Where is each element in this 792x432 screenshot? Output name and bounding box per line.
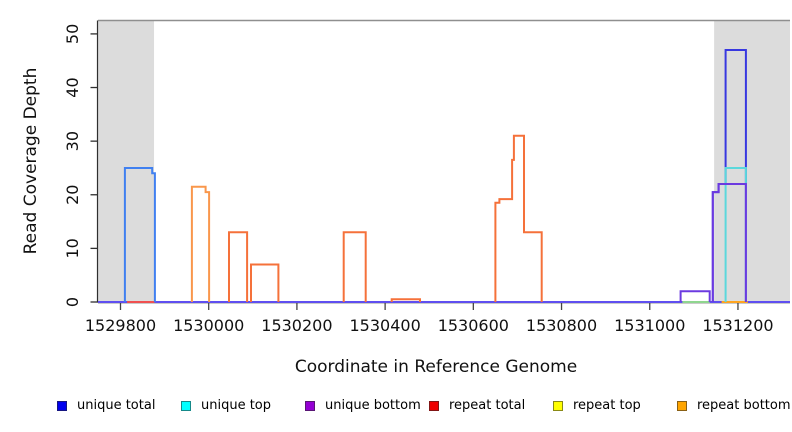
legend-label: repeat total: [449, 398, 526, 413]
x-tick-label: 1530000: [173, 316, 244, 335]
series-unique-bottom-small-box: [679, 290, 711, 302]
x-tick-label: 1530200: [261, 316, 332, 335]
legend-swatch-icon: [57, 401, 67, 411]
y-tick-label: 50: [63, 24, 82, 44]
shaded-region-left: [98, 21, 155, 303]
series-repeat-peak-1: [190, 185, 211, 302]
legend-swatch-icon: [305, 401, 315, 411]
shaded-region-right: [714, 21, 790, 303]
legend-item-unique-top: unique top: [181, 398, 271, 414]
series-repeat-peak-5-low: [390, 298, 421, 302]
series-repeat-peak-3: [250, 263, 280, 302]
legend-item-unique-bottom: unique bottom: [305, 398, 421, 414]
x-axis-title: Coordinate in Reference Genome: [294, 357, 578, 377]
legend-swatch-icon: [429, 401, 439, 411]
legend-item-repeat-total: repeat total: [429, 398, 525, 414]
x-tick-label: 1530400: [349, 316, 420, 335]
y-tick-label: 20: [63, 185, 82, 205]
y-tick-label: 10: [63, 238, 82, 258]
legend-label: unique top: [201, 398, 272, 413]
legend-swatch-icon: [181, 401, 191, 411]
series-repeat-peak-6-complex: [494, 134, 543, 302]
legend-item-repeat-bottom: repeat bottom: [677, 398, 791, 414]
series-repeat-peak-2: [228, 231, 249, 302]
legend-swatch-icon: [677, 401, 687, 411]
x-tick-label: 1531000: [614, 316, 685, 335]
x-tick-label: 1529800: [85, 316, 156, 335]
y-tick-label: 30: [63, 131, 82, 151]
series-repeat-peak-4: [342, 231, 367, 302]
legend-item-repeat-top: repeat top: [553, 398, 641, 414]
y-axis-title: Read Coverage Depth: [21, 67, 41, 255]
legend-label: unique total: [77, 398, 156, 413]
x-tick-label: 1530800: [526, 316, 597, 335]
legend-label: unique bottom: [325, 398, 421, 413]
legend-label: repeat bottom: [697, 398, 791, 413]
legend-swatch-icon: [553, 401, 563, 411]
y-tick-label: 0: [63, 297, 82, 307]
x-tick-label: 1530600: [438, 316, 509, 335]
legend: unique total unique top unique bottom repea…: [0, 398, 792, 418]
series-unique-total-left-box: [123, 167, 156, 302]
legend-item-unique-total: unique total: [57, 398, 155, 414]
y-tick-label: 40: [63, 77, 82, 97]
legend-label: repeat top: [573, 398, 641, 413]
x-tick-label: 1531200: [702, 316, 773, 335]
series-unique-bottom-right-peak: [711, 183, 747, 302]
